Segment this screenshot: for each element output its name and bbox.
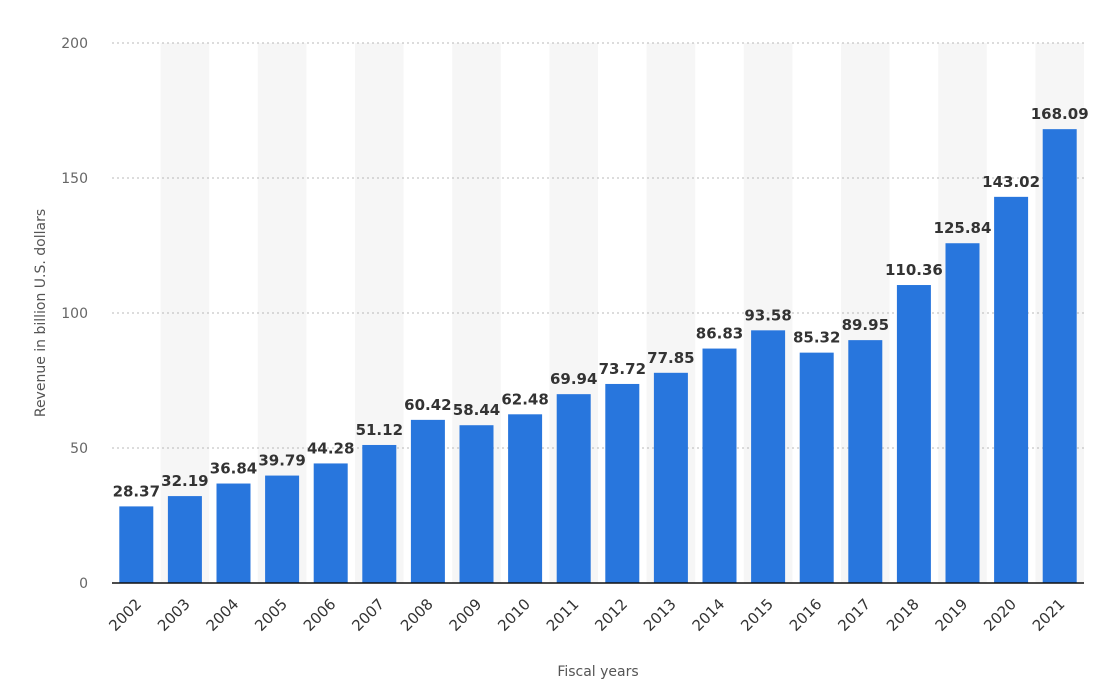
x-tick-label-2007: 2007 xyxy=(348,595,388,635)
bar-2018[interactable] xyxy=(896,285,931,583)
bar-2016[interactable] xyxy=(799,352,834,583)
value-label-2017: 89.95 xyxy=(842,316,889,334)
value-label-2002: 28.37 xyxy=(113,482,160,500)
x-tick-label-2013: 2013 xyxy=(640,595,680,635)
x-tick-label-2004: 2004 xyxy=(203,595,243,635)
bar-2020[interactable] xyxy=(994,196,1029,583)
x-tick-label-2018: 2018 xyxy=(883,595,923,635)
x-tick-label-2008: 2008 xyxy=(397,595,437,635)
x-tick-label-2020: 2020 xyxy=(980,595,1020,635)
x-tick-label-2019: 2019 xyxy=(932,595,972,635)
x-tick-label-2021: 2021 xyxy=(1029,595,1069,635)
x-tick-label-2003: 2003 xyxy=(154,595,194,635)
bar-2004[interactable] xyxy=(216,483,251,583)
x-tick-label-2011: 2011 xyxy=(543,595,583,635)
x-tick-label-2014: 2014 xyxy=(689,595,729,635)
value-label-2006: 44.28 xyxy=(307,439,354,457)
value-label-2019: 125.84 xyxy=(934,219,992,237)
bar-2012[interactable] xyxy=(605,383,640,583)
value-label-2014: 86.83 xyxy=(696,325,743,343)
x-tick-label-2016: 2016 xyxy=(786,595,826,635)
x-tick-label-2010: 2010 xyxy=(494,595,534,635)
value-label-2016: 85.32 xyxy=(793,329,840,347)
x-tick-label-2015: 2015 xyxy=(737,595,777,635)
value-label-2008: 60.42 xyxy=(404,396,451,414)
value-label-2015: 93.58 xyxy=(744,306,791,324)
value-label-2021: 168.09 xyxy=(1031,105,1089,123)
x-tick-label-2012: 2012 xyxy=(591,595,631,635)
value-label-2005: 39.79 xyxy=(258,452,305,470)
bar-2013[interactable] xyxy=(653,372,688,583)
bar-2008[interactable] xyxy=(410,419,445,583)
value-label-2003: 32.19 xyxy=(161,472,208,490)
bar-2011[interactable] xyxy=(556,394,591,583)
bar-2005[interactable] xyxy=(265,475,300,583)
x-tick-label-2002: 2002 xyxy=(105,595,145,635)
bar-2017[interactable] xyxy=(848,340,883,583)
bar-2019[interactable] xyxy=(945,243,980,583)
bar-2002[interactable] xyxy=(119,506,154,583)
value-label-2007: 51.12 xyxy=(356,421,403,439)
x-tick-label-2006: 2006 xyxy=(300,595,340,635)
y-tick-label: 100 xyxy=(61,306,88,322)
bar-2003[interactable] xyxy=(167,496,202,583)
value-label-2011: 69.94 xyxy=(550,370,597,388)
value-label-2010: 62.48 xyxy=(501,390,548,408)
y-axis-title: Revenue in billion U.S. dollars xyxy=(33,209,49,417)
value-label-2004: 36.84 xyxy=(210,460,257,478)
bar-2006[interactable] xyxy=(313,463,348,583)
y-tick-label: 0 xyxy=(79,576,88,592)
x-tick-label-2005: 2005 xyxy=(251,595,291,635)
x-tick-label-2017: 2017 xyxy=(834,595,874,635)
value-label-2018: 110.36 xyxy=(885,261,943,279)
x-axis-title: Fiscal years xyxy=(557,664,638,680)
value-label-2012: 73.72 xyxy=(599,360,646,378)
y-tick-label: 150 xyxy=(61,171,88,187)
value-label-2009: 58.44 xyxy=(453,401,500,419)
value-label-2013: 77.85 xyxy=(647,349,694,367)
bar-2010[interactable] xyxy=(508,414,543,583)
y-tick-label: 200 xyxy=(61,36,88,52)
bar-2009[interactable] xyxy=(459,425,494,583)
value-label-2020: 143.02 xyxy=(982,173,1040,191)
bar-2021[interactable] xyxy=(1042,129,1077,584)
bar-2014[interactable] xyxy=(702,348,737,583)
bar-2015[interactable] xyxy=(751,330,786,583)
bar-2007[interactable] xyxy=(362,444,397,583)
y-tick-label: 50 xyxy=(70,441,88,457)
x-tick-label-2009: 2009 xyxy=(446,595,486,635)
